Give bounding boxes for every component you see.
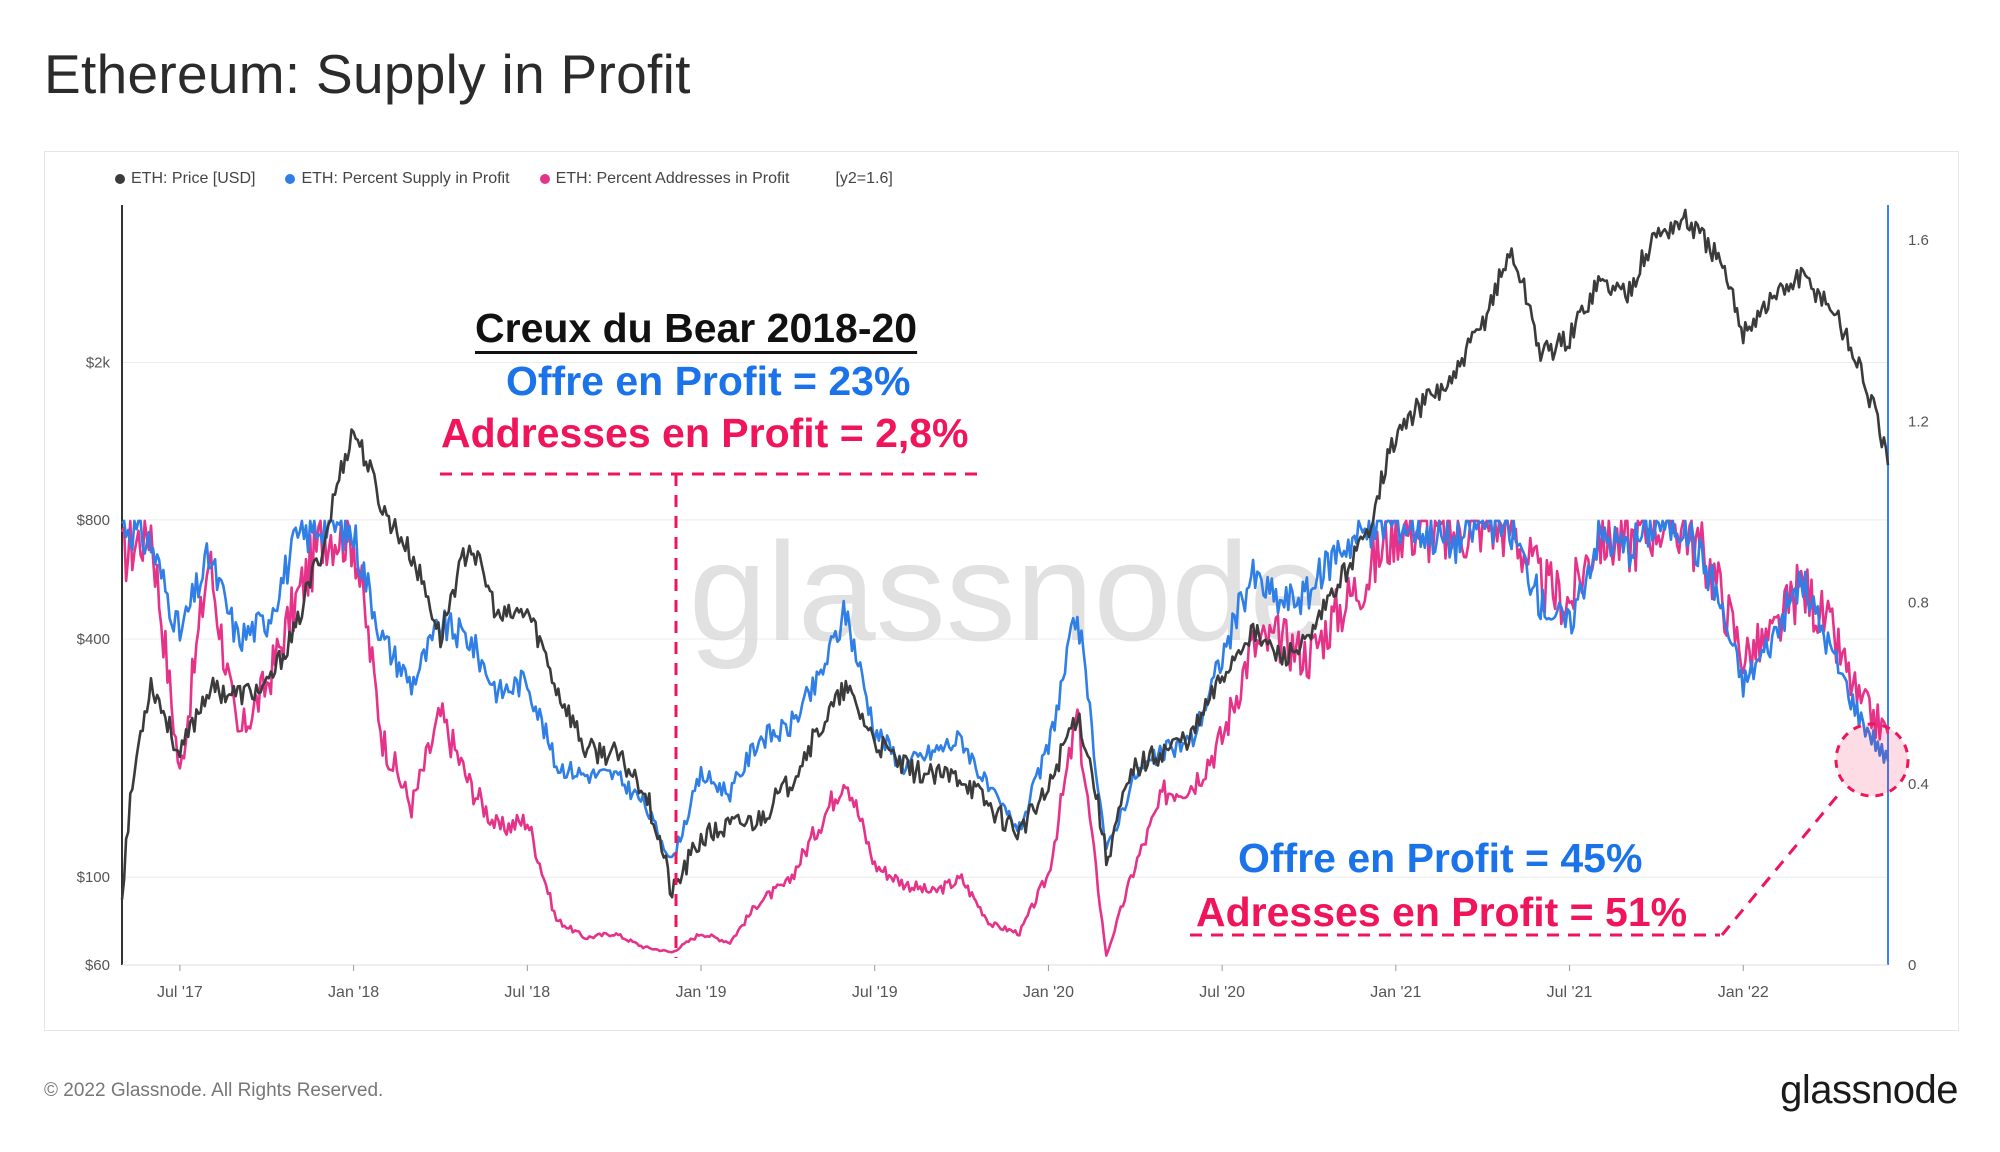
legend-dot-price: [115, 174, 125, 184]
legend-label-addresses: ETH: Percent Addresses in Profit: [555, 170, 790, 187]
footer-logo[interactable]: glassnode: [1780, 1068, 1958, 1112]
x-tick-label: Jul '21: [1547, 984, 1593, 1001]
x-tick-label: Jul '17: [157, 984, 203, 1001]
x-tick-label: Jan '21: [1370, 984, 1421, 1001]
legend-label-price: ETH: Price [USD]: [131, 170, 256, 187]
legend-item-supply[interactable]: ETH: Percent Supply in Profit: [285, 170, 510, 188]
annotation-now-connector: [1720, 794, 1840, 936]
x-tick-label: Jul '20: [1199, 984, 1245, 1001]
x-tick-label: Jan '22: [1718, 984, 1769, 1001]
y-left-tick-label: $100: [77, 869, 110, 886]
chart-legend: ETH: Price [USD] ETH: Percent Supply in …: [115, 166, 893, 192]
annotation-now-supply: Offre en Profit = 45%: [1238, 835, 1643, 881]
y-left-tick-label: $2k: [86, 354, 111, 371]
footer-copyright: © 2022 Glassnode. All Rights Reserved.: [44, 1080, 384, 1101]
series-line-supply: [121, 519, 1890, 859]
legend-item-price[interactable]: ETH: Price [USD]: [115, 170, 255, 188]
y-right-tick-label: 1.2: [1908, 413, 1929, 430]
chart-frame: [44, 151, 1959, 1031]
x-tick-label: Jan '20: [1023, 984, 1074, 1001]
y-left-tick-label: $60: [85, 957, 110, 974]
y-left-tick-label: $400: [77, 631, 110, 648]
legend-dot-supply: [285, 174, 296, 184]
annotation-bear-addresses: Addresses en Profit = 2,8%: [441, 410, 969, 456]
page-title: Ethereum: Supply in Profit: [44, 43, 691, 105]
annotation-bear-title: Creux du Bear 2018-20: [475, 305, 918, 351]
y-left-tick-label: $800: [77, 512, 110, 529]
legend-item-addresses[interactable]: ETH: Percent Addresses in Profit: [539, 170, 790, 188]
x-tick-label: Jan '19: [675, 984, 726, 1001]
series-line-price: [120, 208, 1890, 900]
y-right-tick-label: 1.6: [1908, 232, 1929, 249]
x-tick-label: Jul '19: [852, 984, 898, 1001]
annotation-bear-supply: Offre en Profit = 23%: [506, 358, 911, 404]
annotation-current-circle: [1834, 722, 1910, 798]
chart-watermark: glassnode: [689, 513, 1327, 670]
y-right-tick-label: 0: [1908, 957, 1916, 974]
annotation-now-addresses: Adresses en Profit = 51%: [1196, 889, 1688, 935]
x-tick-label: Jul '18: [504, 984, 550, 1001]
y-right-tick-label: 0.8: [1908, 595, 1929, 612]
legend-axis-note: [y2=1.6]: [835, 170, 893, 187]
x-tick-label: Jan '18: [328, 984, 379, 1001]
y-right-tick-label: 0.4: [1908, 776, 1929, 793]
legend-dot-addresses: [539, 174, 550, 184]
legend-label-supply: ETH: Percent Supply in Profit: [301, 170, 510, 187]
